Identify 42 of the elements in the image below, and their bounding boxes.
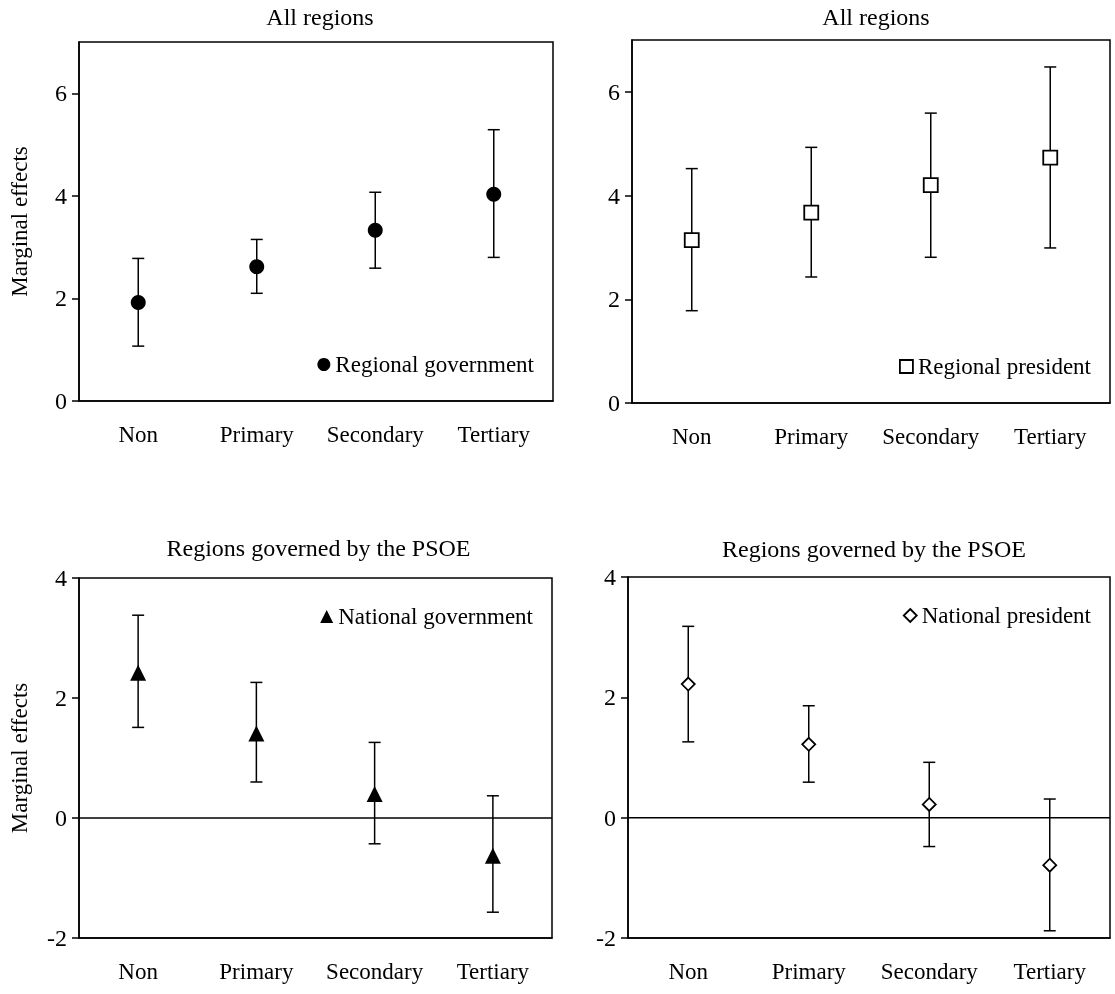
chart-title: All regions <box>822 4 930 30</box>
chart-title: All regions <box>266 4 374 30</box>
x-tick-label: Tertiary <box>456 959 530 984</box>
chart-title: Regions governed by the PSOE <box>166 535 471 561</box>
y-tick-label: 4 <box>55 182 67 209</box>
x-tick-label: Secondary <box>880 959 979 984</box>
y-tick-label: 2 <box>608 286 620 313</box>
x-tick-label: Tertiary <box>1013 959 1087 984</box>
y-tick-label: -2 <box>47 925 67 951</box>
y-tick-label: 0 <box>55 805 67 831</box>
x-tick-label: Primary <box>771 959 847 984</box>
y-axis-title: Marginal effects <box>7 146 32 297</box>
legend-label: Regional government <box>335 352 535 377</box>
legend-label: National president <box>921 603 1092 628</box>
x-tick-label: Primary <box>774 424 849 449</box>
y-tick-label: 6 <box>55 80 67 107</box>
y-tick-label: 4 <box>604 564 616 590</box>
x-tick-label: Secondary <box>326 422 425 447</box>
x-tick-label: Tertiary <box>1014 424 1087 449</box>
legend-label: National government <box>338 604 534 629</box>
y-tick-label: 0 <box>608 390 620 416</box>
y-tick-label: -2 <box>596 925 616 951</box>
x-tick-label: Non <box>118 422 159 447</box>
y-tick-label: 4 <box>55 565 67 591</box>
y-tick-label: 2 <box>55 685 67 711</box>
x-tick-label: Secondary <box>882 424 980 449</box>
x-tick-label: Secondary <box>326 959 424 984</box>
x-tick-label: Primary <box>219 422 295 447</box>
chart-title: Regions governed by the PSOE <box>722 536 1026 562</box>
legend-label: Regional president <box>917 354 1092 379</box>
x-tick-label: Primary <box>219 959 294 984</box>
x-tick-label: Non <box>671 424 713 449</box>
y-tick-label: 4 <box>608 182 620 209</box>
y-tick-label: 0 <box>604 804 616 831</box>
y-axis-title: Marginal effects <box>7 682 32 834</box>
x-tick-label: Tertiary <box>457 422 531 447</box>
y-tick-label: 0 <box>55 388 67 414</box>
x-tick-label: Non <box>668 959 709 984</box>
y-tick-label: 2 <box>604 684 616 711</box>
y-tick-label: 2 <box>55 285 67 312</box>
x-tick-label: Non <box>118 959 159 984</box>
y-tick-label: 6 <box>608 78 620 105</box>
